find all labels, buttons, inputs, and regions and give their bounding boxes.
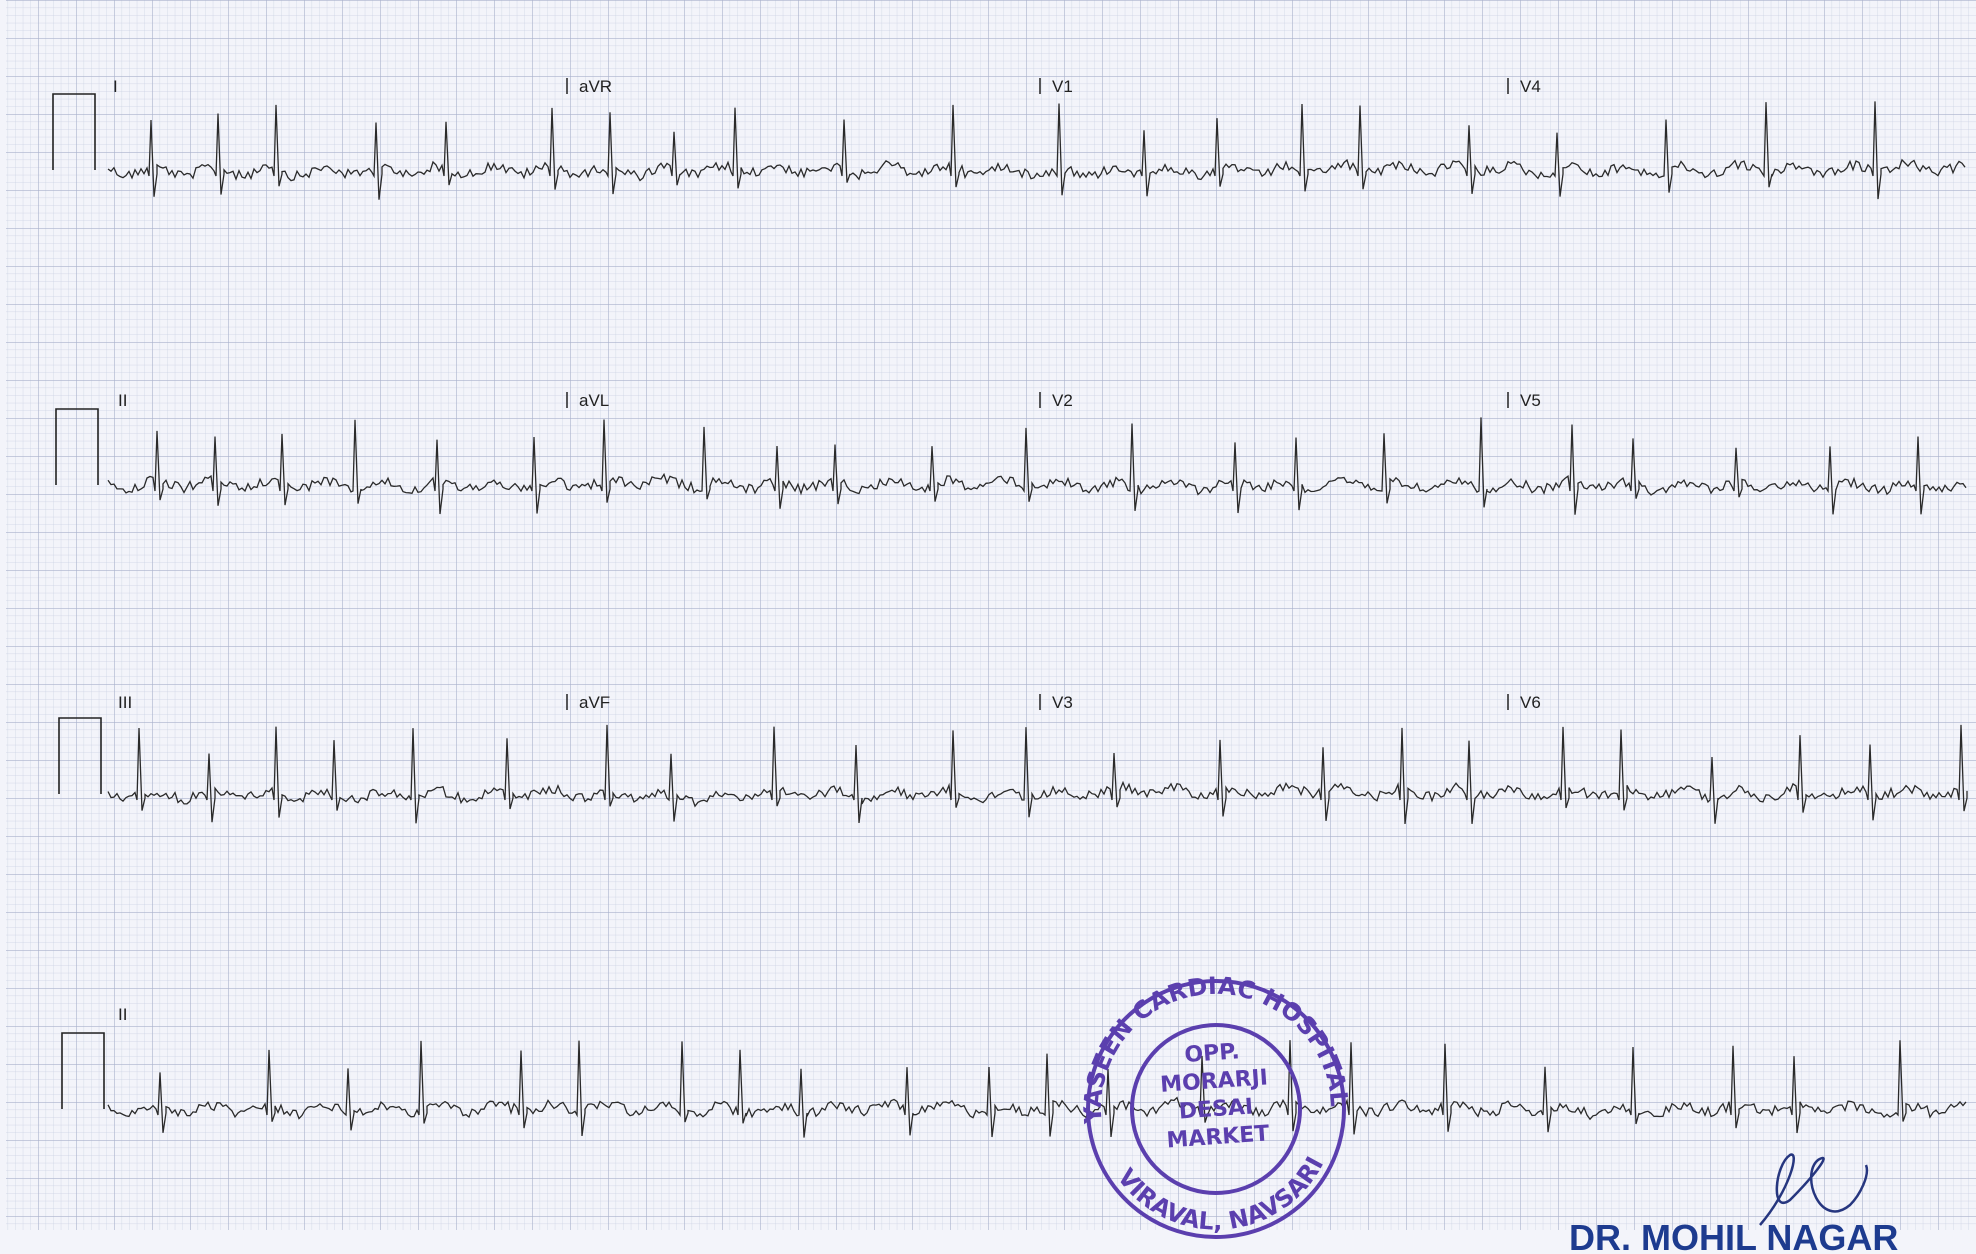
- lead-label: aVL: [579, 391, 609, 410]
- stamp-inner: [1130, 1023, 1302, 1195]
- lead-label: V1: [1052, 77, 1073, 96]
- signature-scribble: [1759, 1153, 1869, 1226]
- traces: [52, 93, 1968, 1138]
- lead-label: II: [118, 391, 127, 410]
- lead-label: V6: [1520, 693, 1541, 712]
- stamp-center: DESAI: [1178, 1094, 1254, 1124]
- calibration-pulse: [61, 1032, 105, 1109]
- ecg-trace: [107, 1040, 1967, 1138]
- lead-label: aVR: [579, 77, 612, 96]
- doctor-name: DR. MOHIL NAGAR: [1569, 1217, 1898, 1254]
- lead-label: II: [118, 1005, 127, 1024]
- lead-label: aVF: [579, 693, 610, 712]
- stamp-center: OPP.: [1184, 1039, 1241, 1068]
- lead-label: V3: [1052, 693, 1073, 712]
- grid: [6, 0, 1976, 1230]
- lead-label: III: [118, 693, 132, 712]
- lead-label: V5: [1520, 391, 1541, 410]
- ecg-trace: [107, 101, 1966, 200]
- lead-label: I: [113, 77, 118, 96]
- stamp-outer: [1086, 979, 1346, 1239]
- ecg-trace: [107, 417, 1967, 515]
- lead-label: V4: [1520, 77, 1541, 96]
- lead-label: V2: [1052, 391, 1073, 410]
- calibration-pulse: [55, 408, 99, 485]
- calibration-pulse: [58, 717, 102, 794]
- calibration-pulse: [52, 93, 96, 170]
- ecg-trace: [107, 724, 1968, 825]
